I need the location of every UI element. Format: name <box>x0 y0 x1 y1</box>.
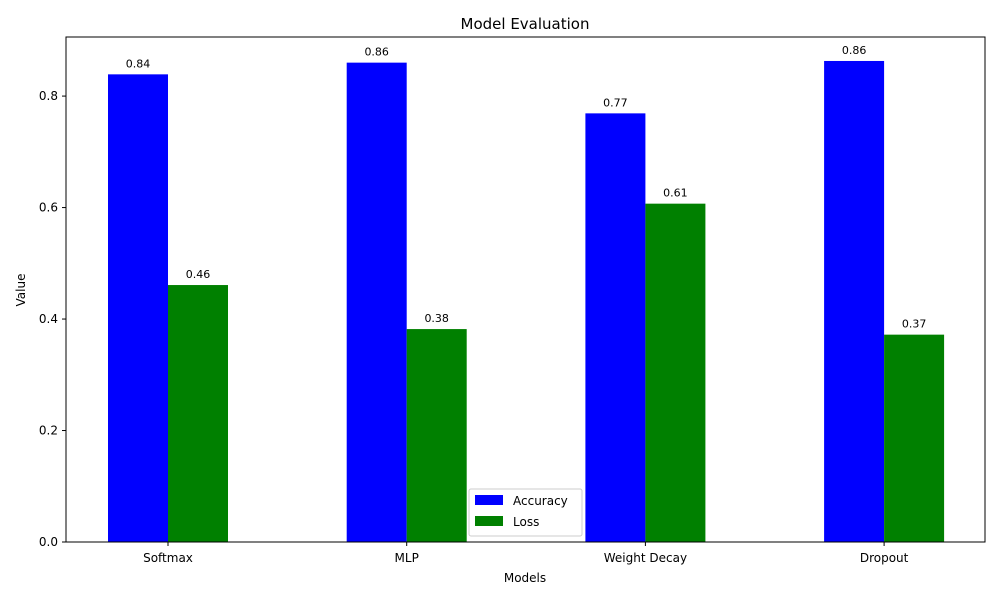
x-tick-label: Weight Decay <box>604 551 687 565</box>
bar-loss-mlp <box>406 329 467 542</box>
x-axis-title: Models <box>504 571 546 585</box>
bar-accuracy-weight-decay <box>585 113 646 543</box>
y-axis: 0.0 0.2 0.4 0.6 0.8 <box>39 89 66 549</box>
plot-frame <box>65 36 986 543</box>
data-label-accuracy-mlp: 0.86 <box>364 46 389 59</box>
data-label-loss-softmax: 0.46 <box>186 268 211 281</box>
x-tick-label: Softmax <box>143 551 193 565</box>
data-label-accuracy-dropout: 0.86 <box>842 44 867 57</box>
bar-loss-dropout <box>884 334 945 542</box>
bar-loss-weight-decay <box>645 203 706 543</box>
y-tick-label: 0.6 <box>39 201 58 215</box>
chart-title: Model Evaluation <box>461 15 590 33</box>
data-label-loss-mlp: 0.38 <box>424 312 449 325</box>
data-label-loss-weight-decay: 0.61 <box>663 187 688 200</box>
x-tick-label: Dropout <box>860 551 909 565</box>
bars-layer <box>108 60 945 543</box>
x-axis: Softmax MLP Weight Decay Dropout <box>143 542 909 565</box>
data-label-accuracy-weight-decay: 0.77 <box>603 96 628 109</box>
data-label-loss-dropout: 0.37 <box>902 318 927 331</box>
x-tick-label: MLP <box>395 551 419 565</box>
legend-swatch-loss <box>475 516 503 526</box>
y-tick-label: 0.2 <box>39 424 58 438</box>
legend-swatch-accuracy <box>475 495 503 505</box>
bar-accuracy-softmax <box>108 74 168 543</box>
legend-label-accuracy: Accuracy <box>513 494 568 508</box>
y-tick-label: 0.0 <box>39 535 58 549</box>
data-label-accuracy-softmax: 0.84 <box>126 57 151 70</box>
legend: Accuracy Loss <box>468 488 583 537</box>
y-axis-title: Value <box>14 274 28 307</box>
legend-label-loss: Loss <box>513 515 539 529</box>
bar-accuracy-dropout <box>824 60 885 543</box>
y-tick-label: 0.4 <box>39 312 58 326</box>
y-tick-label: 0.8 <box>39 89 58 103</box>
data-labels-layer: 0.84 0.46 0.86 0.38 0.77 0.61 0.86 0.37 <box>126 44 927 331</box>
bar-loss-softmax <box>168 285 228 542</box>
bar-accuracy-mlp <box>346 62 407 543</box>
